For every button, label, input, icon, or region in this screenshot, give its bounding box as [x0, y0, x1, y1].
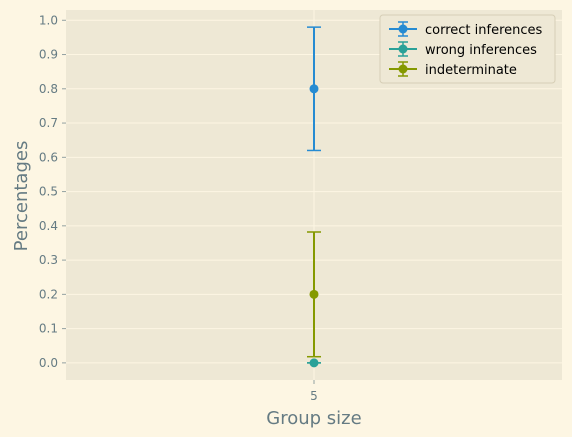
y-tick-label: 0.8 — [39, 82, 58, 96]
y-tick-label: 0.2 — [39, 287, 58, 301]
legend-label: correct inferences — [425, 23, 543, 38]
y-tick-label: 0.3 — [39, 253, 58, 267]
legend-marker — [398, 64, 408, 74]
legend-marker — [398, 44, 408, 54]
y-tick-label: 0.7 — [39, 116, 58, 130]
x-tick-label: 5 — [310, 389, 318, 403]
legend: correct inferences wrong inferences indete… — [379, 14, 556, 84]
y-tick-label: 0.4 — [39, 219, 58, 233]
y-tick-label: 0.5 — [39, 185, 58, 199]
data-point — [309, 289, 319, 299]
data-point — [309, 358, 319, 368]
y-tick-label: 0.0 — [39, 356, 58, 370]
y-axis-title: Percentages — [11, 141, 32, 252]
legend-box — [379, 14, 556, 84]
x-axis-title: Group size — [266, 408, 361, 429]
data-marks — [307, 26, 321, 368]
legend-marker — [398, 24, 408, 34]
y-axis-ticks: 0.0 0.1 0.2 0.3 0.4 0.5 0.6 0.7 0.8 0.9 1.0 — [39, 13, 66, 370]
y-tick-label: 0.1 — [39, 322, 58, 336]
y-tick-label: 0.6 — [39, 150, 58, 164]
y-tick-label: 0.9 — [39, 48, 58, 62]
data-point — [309, 84, 319, 94]
legend-label: wrong inferences — [425, 43, 537, 58]
x-axis-ticks: 5 — [310, 380, 318, 403]
y-tick-label: 1.0 — [39, 13, 58, 27]
legend-label: indeterminate — [425, 63, 517, 78]
